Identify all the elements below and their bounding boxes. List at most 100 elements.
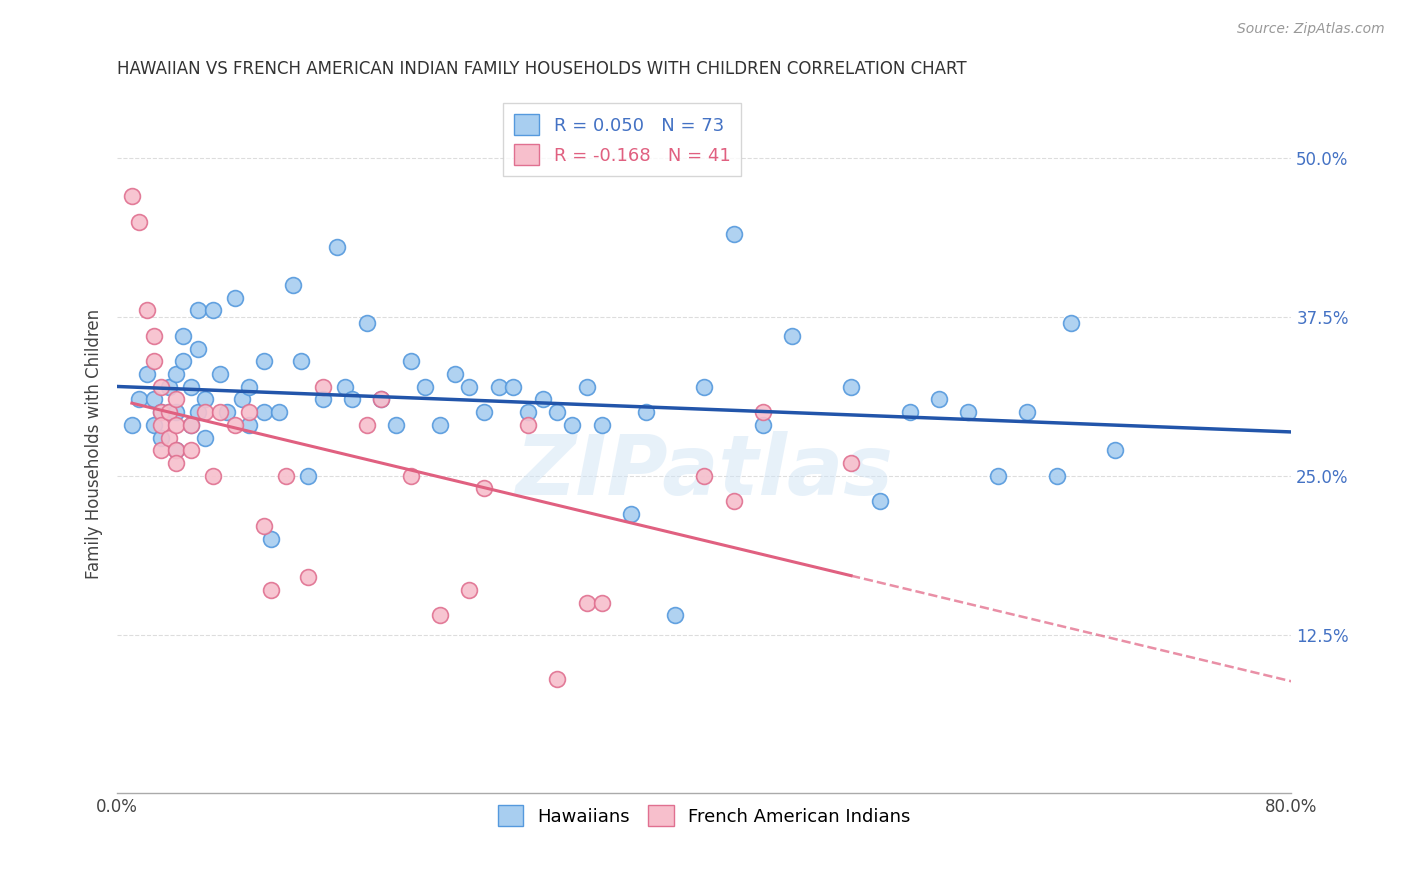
Point (591, 417, 613, 432)
Point (238, 417, 260, 432)
Point (157, 405, 180, 419)
Point (267, 405, 290, 419)
Point (135, 367, 157, 381)
Point (157, 405, 180, 419)
Point (340, 392, 363, 407)
Point (165, 456, 187, 470)
Point (987, 468, 1010, 483)
Point (458, 582, 481, 597)
Point (547, 405, 569, 419)
Text: Source: ZipAtlas.com: Source: ZipAtlas.com (1237, 22, 1385, 37)
Point (194, 392, 217, 407)
Point (443, 367, 465, 381)
Point (274, 468, 297, 483)
Point (187, 405, 209, 419)
Point (429, 608, 451, 623)
Point (957, 405, 980, 419)
Point (429, 417, 451, 432)
Point (1017, 405, 1039, 419)
Point (187, 303, 209, 318)
Point (128, 214, 150, 228)
Point (172, 329, 194, 343)
Point (180, 417, 202, 432)
Point (172, 354, 194, 368)
Point (517, 417, 540, 432)
Point (547, 672, 569, 686)
Point (165, 367, 187, 381)
Legend: Hawaiians, French American Indians: Hawaiians, French American Indians (491, 798, 918, 833)
Point (488, 380, 510, 394)
Point (297, 570, 319, 584)
Point (415, 380, 437, 394)
Point (752, 405, 775, 419)
Point (142, 354, 165, 368)
Point (187, 342, 209, 356)
Point (121, 417, 143, 432)
Point (217, 405, 239, 419)
Point (370, 392, 392, 407)
Point (150, 380, 173, 394)
Point (157, 431, 180, 445)
Point (224, 291, 246, 305)
Point (399, 354, 422, 368)
Point (370, 392, 392, 407)
Point (723, 227, 745, 242)
Point (399, 468, 422, 483)
Point (238, 405, 260, 419)
Point (561, 417, 583, 432)
Point (333, 380, 356, 394)
Point (194, 431, 217, 445)
Point (201, 468, 224, 483)
Point (928, 392, 950, 407)
Point (180, 380, 202, 394)
Point (135, 303, 157, 318)
Point (311, 380, 333, 394)
Point (194, 405, 217, 419)
Point (693, 380, 716, 394)
Point (142, 392, 165, 407)
Point (165, 405, 187, 419)
Point (297, 468, 319, 483)
Point (723, 494, 745, 508)
Point (208, 405, 231, 419)
Point (165, 443, 187, 458)
Point (121, 189, 143, 203)
Point (150, 405, 173, 419)
Point (531, 392, 554, 407)
Point (260, 532, 283, 546)
Point (1060, 316, 1083, 330)
Point (253, 519, 276, 533)
Point (575, 596, 598, 610)
Text: ZIPatlas: ZIPatlas (516, 432, 893, 512)
Point (472, 405, 495, 419)
Point (1104, 443, 1126, 458)
Point (208, 367, 231, 381)
Point (752, 417, 775, 432)
Point (1045, 468, 1067, 483)
Point (283, 278, 305, 293)
Point (180, 443, 202, 458)
Point (385, 417, 408, 432)
Point (693, 468, 716, 483)
Point (157, 380, 180, 394)
Point (150, 443, 173, 458)
Point (150, 417, 173, 432)
Point (869, 494, 891, 508)
Point (311, 392, 333, 407)
Point (502, 380, 524, 394)
Point (260, 582, 283, 597)
Point (150, 431, 173, 445)
Point (253, 405, 276, 419)
Point (839, 456, 862, 470)
Point (180, 417, 202, 432)
Point (356, 316, 378, 330)
Point (142, 417, 165, 432)
Point (128, 392, 150, 407)
Point (326, 240, 349, 254)
Point (620, 507, 643, 521)
Point (231, 392, 253, 407)
Point (591, 596, 613, 610)
Point (165, 417, 187, 432)
Point (356, 417, 378, 432)
Text: HAWAIIAN VS FRENCH AMERICAN INDIAN FAMILY HOUSEHOLDS WITH CHILDREN CORRELATION C: HAWAIIAN VS FRENCH AMERICAN INDIAN FAMIL… (117, 60, 967, 78)
